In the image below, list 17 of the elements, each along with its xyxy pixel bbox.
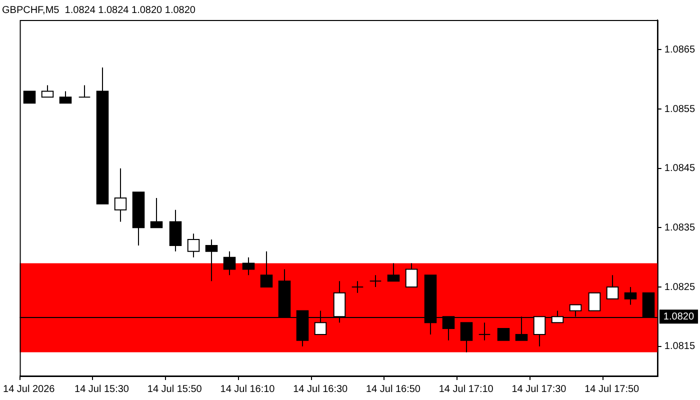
y-tick-label: 1.0865 (664, 44, 696, 56)
x-tick-label: 14 Jul 17:30 (512, 384, 567, 395)
chart-title: GBPCHF,M5 1.0824 1.0824 1.0820 1.0820 (2, 4, 196, 16)
y-tick-label: 1.0835 (664, 222, 696, 234)
ref-line-label: 1.0820 (663, 311, 694, 322)
y-tick-label: 1.0845 (664, 163, 696, 174)
y-tick-label: 1.0815 (664, 341, 696, 352)
x-tick-label: 14 Jul 15:50 (147, 384, 202, 395)
x-tick-label: 14 Jul 15:30 (74, 384, 130, 395)
y-tick-label: 1.0825 (664, 282, 696, 293)
x-tick-label: 14 Jul 17:50 (584, 384, 640, 395)
x-tick-label: 14 Jul 2026 (3, 384, 56, 395)
y-tick-label: 1.0855 (664, 104, 696, 115)
x-tick-label: 14 Jul 17:10 (438, 384, 494, 395)
x-tick-label: 14 Jul 16:50 (366, 384, 421, 395)
x-tick-label: 14 Jul 16:30 (293, 384, 348, 395)
x-tick-label: 14 Jul 16:10 (220, 384, 276, 395)
